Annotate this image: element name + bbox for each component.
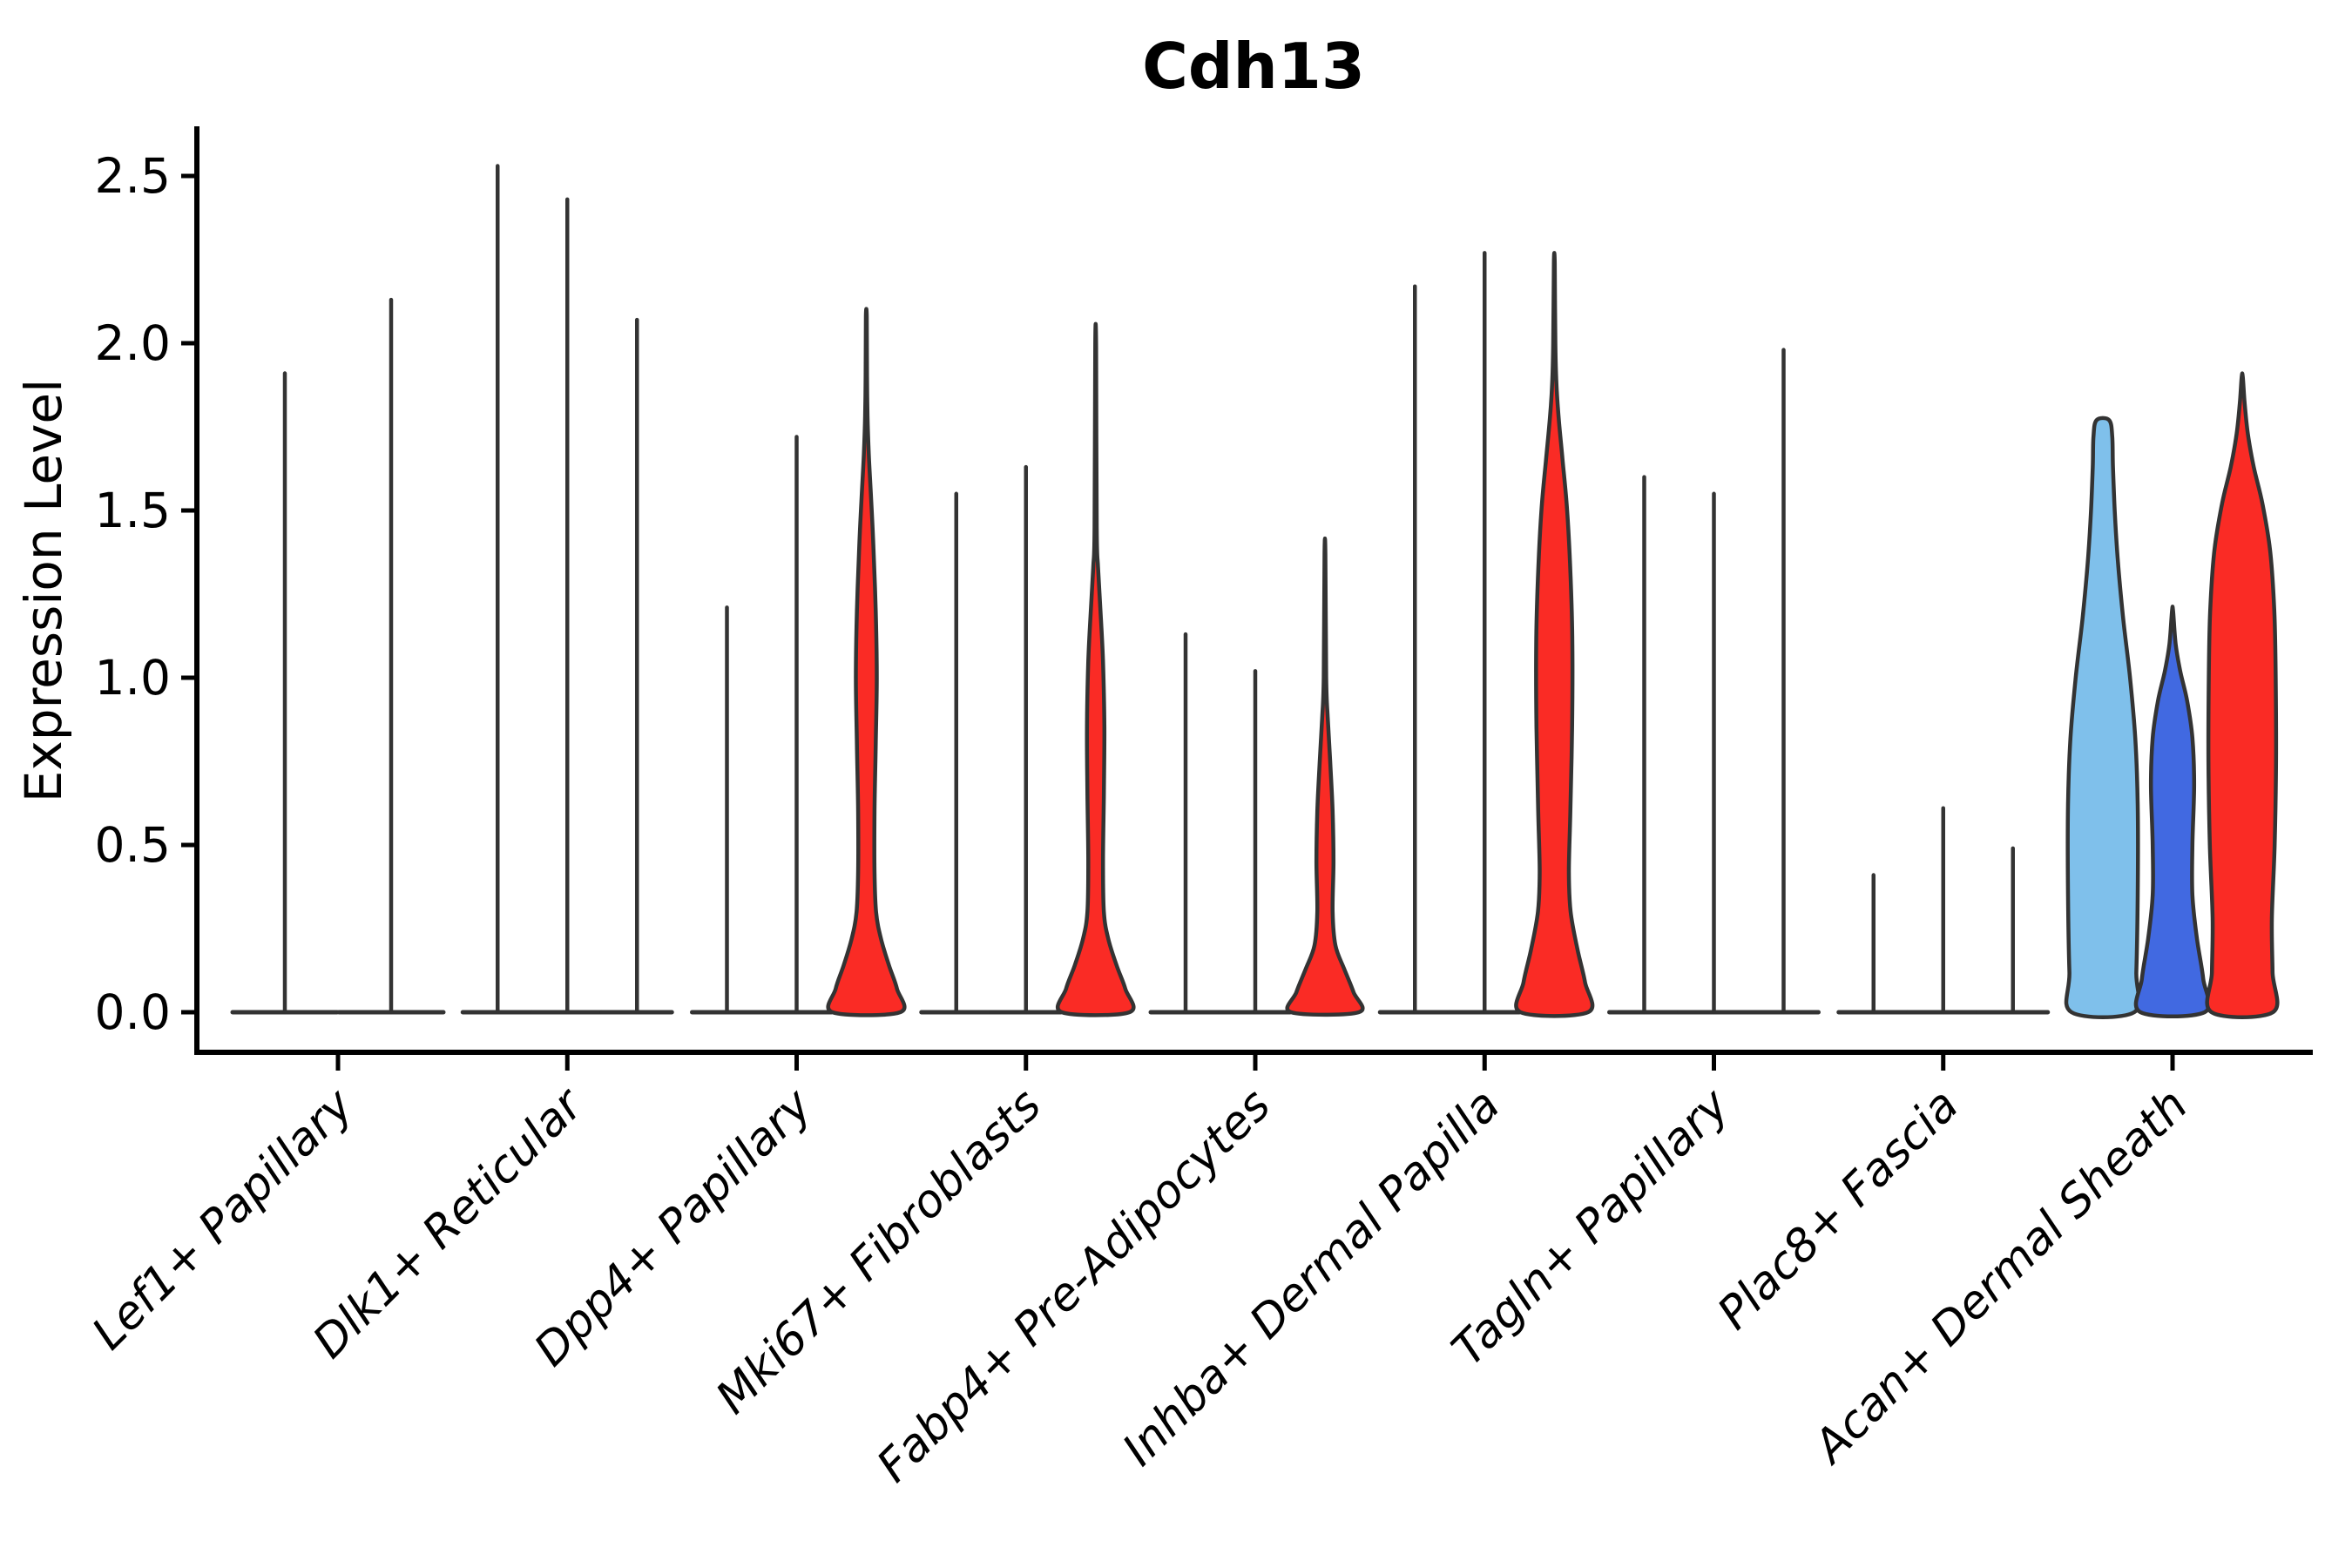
y-tick-label: 0.5 [95,817,171,873]
chart-title: Cdh13 [1142,30,1365,103]
violin-filled-light_blue [2064,416,2142,1019]
violin-filled-red [2205,371,2280,1019]
x-category-label: Acan+ Dermal Sheath [1802,1079,2198,1475]
y-tick-label: 2.0 [95,315,171,371]
y-tick-label: 2.5 [95,148,171,204]
x-category-label: Fabp4+ Pre-Adipocytes [868,1079,1281,1493]
x-category-label: Plac8+ Fascia [1708,1079,1969,1340]
axes-layer [181,126,2313,1071]
y-axis-label: Expression Level [14,379,73,802]
y-tick-label: 0.0 [95,984,171,1040]
violin-filled-dark_blue [2133,605,2212,1018]
violin-filled-red [826,307,907,1017]
violin-filled-red [1056,321,1136,1017]
violins-layer [230,164,2280,1019]
y-tick-label: 1.5 [95,483,171,538]
violin-filled-red [1285,536,1365,1017]
x-category-label: Inhba+ Dermal Papilla [1113,1079,1511,1477]
violin-filled-red [1514,251,1595,1018]
y-tick-label: 1.0 [95,650,171,706]
